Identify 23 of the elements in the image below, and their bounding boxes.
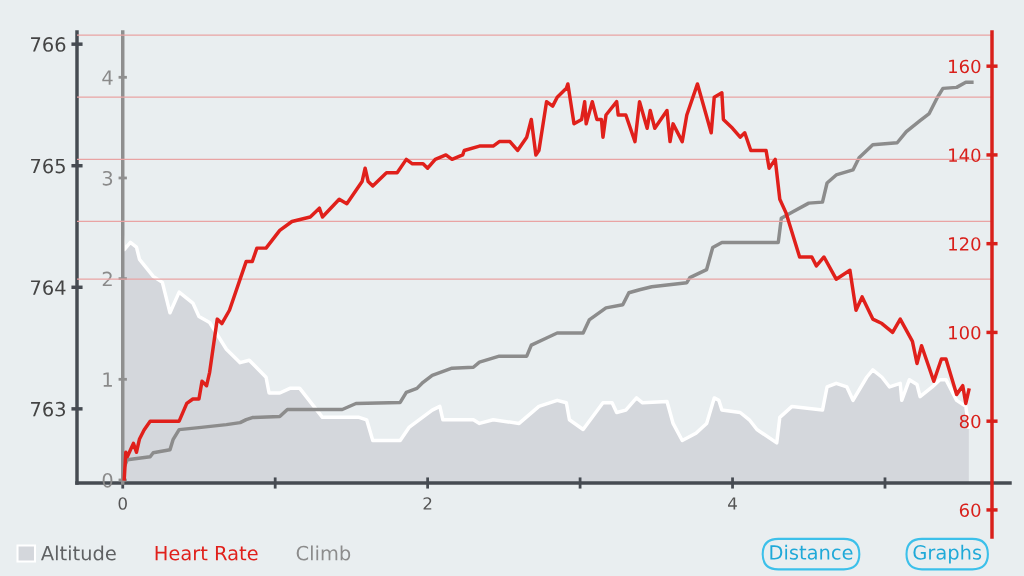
y3-tick-label: 4 xyxy=(102,70,113,85)
y-tick-label: 763 xyxy=(31,401,66,417)
legend-label: Altitude xyxy=(40,545,116,561)
y3-tick-label: 0 xyxy=(102,472,113,488)
y3-tick-label: 1 xyxy=(103,372,112,387)
text: Climb xyxy=(296,545,351,561)
text: Heart Rate xyxy=(155,546,258,561)
x-tick-label: 0 xyxy=(118,497,127,510)
y2-tick-label: 80 xyxy=(959,414,981,429)
y2-tick-label: 120 xyxy=(949,237,981,251)
x-tick-label: 4 xyxy=(728,497,737,510)
y-tick-label: 765 xyxy=(31,158,65,174)
y-tick-label: 766 xyxy=(31,37,66,52)
text: Graphs xyxy=(913,544,982,564)
y2-tick-label: 140 xyxy=(949,148,981,163)
y2-tick-label: 160 xyxy=(949,59,981,74)
x-tick-label: 2 xyxy=(423,497,432,510)
y2-tick-label: 60 xyxy=(959,503,981,518)
y3-tick-label: 2 xyxy=(102,271,112,287)
y-tick-label: 764 xyxy=(31,280,66,295)
y3-tick-label: 3 xyxy=(102,170,113,186)
y2-tick-label: 100 xyxy=(949,325,981,340)
text: Distance xyxy=(770,544,853,560)
